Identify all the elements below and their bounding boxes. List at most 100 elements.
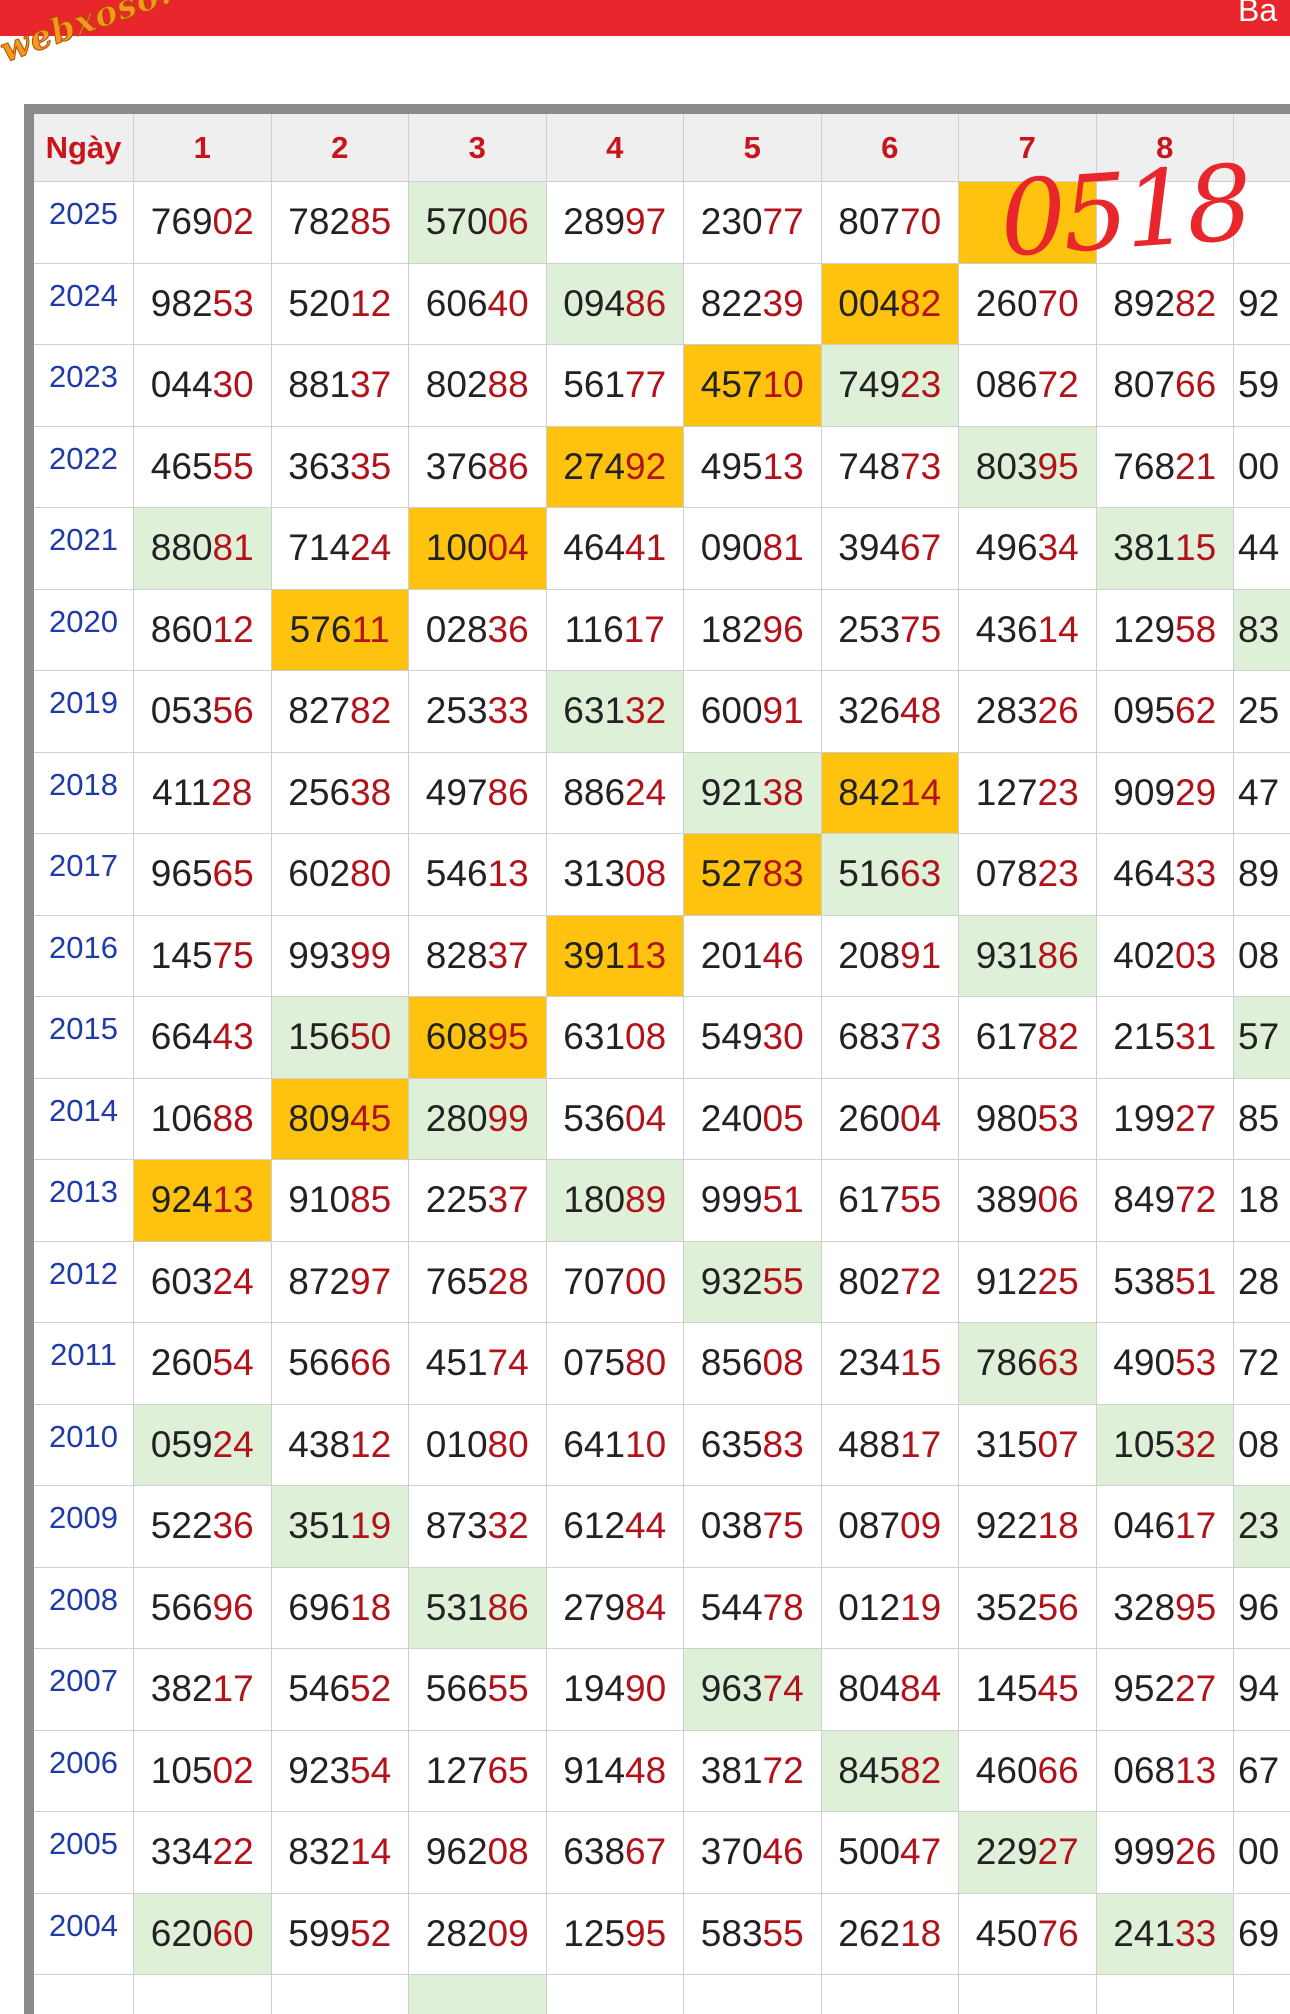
result-cell: 490 53 [1096, 1323, 1234, 1405]
result-cell: 872 97 [271, 1241, 409, 1323]
result-cell: 599 52 [271, 1893, 409, 1975]
result-cell: 127 23 [959, 752, 1097, 834]
result-cell [684, 1975, 822, 2014]
column-header: 5 [684, 114, 822, 182]
result-cell: 999 51 [684, 1160, 822, 1242]
result-cell: 370 46 [684, 1812, 822, 1894]
table-row: 2022 465 55 363 35 376 86 274 92 495 13 748 73 803 95 7… [34, 426, 1290, 508]
result-cell: 240 05 [684, 1078, 822, 1160]
table-row: 2004 620 60 599 52 282 09 125 95 583 55 262 18 450 76 2… [34, 1893, 1290, 1975]
result-cell: 075 80 [546, 1323, 684, 1405]
result-cell: 952 27 [1096, 1649, 1234, 1731]
result-cell: 199 27 [1096, 1078, 1234, 1160]
result-cell: 328 95 [1096, 1567, 1234, 1649]
result-cell: 620 60 [134, 1893, 272, 1975]
result-cell: 714 24 [271, 508, 409, 590]
result-cell: 807 70 [821, 182, 959, 264]
result-cell: 89 [1234, 834, 1290, 916]
result-cell: 566 66 [271, 1323, 409, 1405]
column-header: 6 [821, 114, 959, 182]
result-cell: 460 66 [959, 1730, 1097, 1812]
result-cell: 229 27 [959, 1812, 1097, 1894]
result-cell: 982 53 [134, 263, 272, 345]
result-cell: 334 22 [134, 1812, 272, 1894]
table-row: 2021 880 81 714 24 100 04 464 41 090 81 394 67 496 34 3… [34, 508, 1290, 590]
table-row: 2011 260 54 566 66 451 74 075 80 856 08 234 15 786 63 4… [34, 1323, 1290, 1405]
result-cell: 827 82 [271, 671, 409, 753]
result-cell: 546 13 [409, 834, 547, 916]
year-cell: 2016 [34, 915, 134, 997]
year-cell: 2020 [34, 589, 134, 671]
result-cell: 038 75 [684, 1486, 822, 1568]
result-cell: 004 82 [821, 263, 959, 345]
year-cell: 2014 [34, 1078, 134, 1160]
table-row: 2007 382 17 546 52 566 55 194 90 963 74 804 84 145 45 9… [34, 1649, 1290, 1731]
result-cell [959, 1975, 1097, 2014]
result-cell: 522 36 [134, 1486, 272, 1568]
result-cell: 090 81 [684, 508, 822, 590]
result-cell: 832 14 [271, 1812, 409, 1894]
result-cell: 748 73 [821, 426, 959, 508]
result-cell: 914 48 [546, 1730, 684, 1812]
table-row: 2009 522 36 351 19 873 32 612 44 038 75 087 09 922 18 0… [34, 1486, 1290, 1568]
result-cell: 842 14 [821, 752, 959, 834]
year-cell: 2023 [34, 345, 134, 427]
result-cell: 488 17 [821, 1404, 959, 1486]
table-row: 2023 044 30 881 37 802 88 561 77 457 10 749 23 086 72 8… [34, 345, 1290, 427]
table-row: 2018 411 28 256 38 497 86 886 24 921 38 842 14 127 23 9… [34, 752, 1290, 834]
result-cell: 18 [1234, 1160, 1290, 1242]
result-cell: 892 82 [1096, 263, 1234, 345]
result-cell: 00 [1234, 1812, 1290, 1894]
result-cell: 283 26 [959, 671, 1097, 753]
result-cell: 570 06 [409, 182, 547, 264]
result-cell: 707 00 [546, 1241, 684, 1323]
result-cell: 880 81 [134, 508, 272, 590]
table-row: 2016 145 75 993 99 828 37 391 13 201 46 208 91 931 86 4… [34, 915, 1290, 997]
result-cell: 436 14 [959, 589, 1097, 671]
result-cell: 566 55 [409, 1649, 547, 1731]
result-cell: 280 99 [409, 1078, 547, 1160]
result-cell: 068 13 [1096, 1730, 1234, 1812]
column-header: 2 [271, 114, 409, 182]
result-cell: 106 88 [134, 1078, 272, 1160]
result-cell: 260 54 [134, 1323, 272, 1405]
handwritten-annotation: 0518 [996, 141, 1253, 281]
result-cell: 549 30 [684, 997, 822, 1079]
result-cell: 566 96 [134, 1567, 272, 1649]
result-cell [822, 1975, 959, 2014]
year-cell: 2010 [34, 1404, 134, 1486]
year-cell [34, 1975, 134, 2014]
result-cell: 765 28 [409, 1241, 547, 1323]
result-cell: 544 78 [684, 1567, 822, 1649]
result-cell: 886 24 [546, 752, 684, 834]
year-cell: 2017 [34, 834, 134, 916]
result-cell: 457 10 [684, 345, 822, 427]
result-cell: 849 72 [1096, 1160, 1234, 1242]
result-cell: 363 35 [271, 426, 409, 508]
result-cell: 641 10 [546, 1404, 684, 1486]
result-cell: 125 95 [546, 1893, 684, 1975]
result-cell: 095 62 [1096, 671, 1234, 753]
result-cell: 274 92 [546, 426, 684, 508]
result-cell: 683 73 [821, 997, 959, 1079]
top-bar: Ba [0, 0, 1290, 36]
result-cell [1096, 182, 1234, 264]
result-cell: 57 [1234, 997, 1290, 1079]
result-cell: 256 38 [271, 752, 409, 834]
result-cell: 932 55 [684, 1241, 822, 1323]
result-cell: 583 55 [684, 1893, 822, 1975]
result-cell: 105 32 [1096, 1404, 1234, 1486]
year-cell: 2009 [34, 1486, 134, 1568]
result-cell: 394 67 [821, 508, 959, 590]
result-cell: 25 [1234, 671, 1290, 753]
result-cell: 828 37 [409, 915, 547, 997]
result-cell: 100 04 [409, 508, 547, 590]
result-cell: 822 39 [684, 263, 822, 345]
result-cell: 180 89 [546, 1160, 684, 1242]
table-row: 2025 769 02 782 85 570 06 289 97 230 77 807 70 [34, 182, 1290, 264]
result-cell: 980 53 [959, 1078, 1097, 1160]
result-cell: 531 86 [409, 1567, 547, 1649]
result-cell: 376 86 [409, 426, 547, 508]
result-cell: 96 [1234, 1568, 1290, 1649]
result-cell: 921 38 [684, 752, 822, 834]
